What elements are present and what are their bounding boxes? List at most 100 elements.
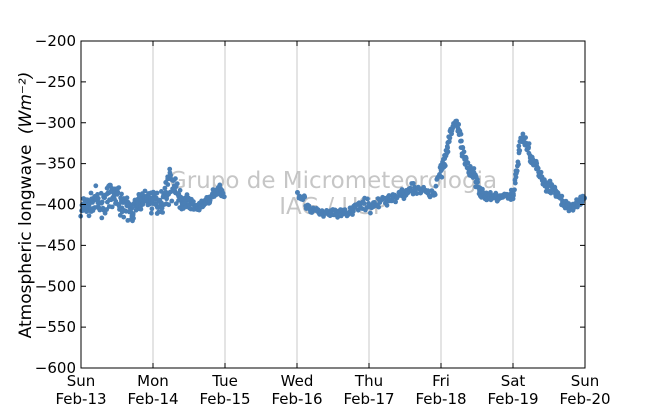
data-point <box>516 161 521 167</box>
data-point <box>351 208 356 214</box>
y-tick-label: −350 <box>35 155 76 173</box>
x-tick-label-date: Feb-18 <box>415 390 466 408</box>
data-point <box>432 192 438 198</box>
data-point <box>447 135 453 141</box>
x-axis-ticks: SunFeb-13MonFeb-14TueFeb-15WedFeb-16ThuF… <box>55 41 611 408</box>
data-point <box>461 149 467 155</box>
data-point <box>535 166 541 171</box>
data-point <box>95 192 100 197</box>
data-point <box>526 144 531 150</box>
data-point <box>335 214 340 220</box>
data-point <box>538 169 544 175</box>
data-point <box>516 143 522 149</box>
data-point <box>511 191 516 197</box>
data-point <box>109 204 115 210</box>
y-tick-label: −250 <box>35 73 76 91</box>
data-point <box>365 196 370 202</box>
data-point <box>142 188 148 194</box>
data-point <box>517 148 523 154</box>
data-point <box>458 131 464 137</box>
x-tick-label-day: Sun <box>571 372 600 390</box>
data-point <box>164 196 170 202</box>
x-tick-label-date: Feb-17 <box>343 390 394 408</box>
data-point <box>459 138 464 144</box>
data-point <box>460 145 466 150</box>
x-tick-label-date: Feb-15 <box>199 390 250 408</box>
y-axis-title-unit: (Wm⁻²) <box>16 72 36 134</box>
data-point <box>98 190 104 196</box>
data-point <box>166 202 172 208</box>
x-tick-label-date: Feb-14 <box>127 390 178 408</box>
data-point <box>174 181 180 187</box>
data-point <box>160 210 166 215</box>
y-tick-label: −300 <box>35 114 76 132</box>
data-point <box>221 194 227 200</box>
data-point <box>526 141 532 147</box>
y-tick-label: −200 <box>35 32 76 50</box>
y-axis-ticks: −200 −250 −300 −350 −400 −450 −500 −550 −600 <box>35 32 585 377</box>
x-tick-label-date: Feb-19 <box>487 390 538 408</box>
data-point <box>306 203 312 209</box>
data-point <box>433 183 439 189</box>
data-point <box>138 206 144 212</box>
x-tick-label-day: Thu <box>354 372 383 390</box>
data-point <box>445 149 451 155</box>
y-tick-label: −600 <box>35 359 76 377</box>
data-point <box>523 135 528 141</box>
data-point <box>467 164 473 169</box>
data-point <box>512 180 518 186</box>
data-point <box>456 122 461 127</box>
data-point <box>393 199 398 205</box>
data-point <box>386 193 392 198</box>
data-point <box>149 206 155 212</box>
data-point <box>581 196 587 202</box>
data-point <box>384 202 390 208</box>
data-point <box>361 201 367 206</box>
y-tick-label: −550 <box>35 318 76 336</box>
data-point <box>130 211 136 217</box>
data-point <box>445 145 450 151</box>
data-point <box>169 198 175 204</box>
data-point <box>471 166 477 171</box>
x-tick-label-day: Fri <box>432 372 450 390</box>
data-point <box>463 156 469 162</box>
x-tick-label-date: Feb-20 <box>559 390 610 408</box>
data-point <box>173 176 178 182</box>
x-tick-label-date: Feb-16 <box>271 390 322 408</box>
data-point <box>99 199 105 205</box>
data-point <box>99 215 105 221</box>
data-point <box>131 215 136 221</box>
data-points <box>78 118 587 224</box>
x-tick-label-day: Wed <box>281 372 314 390</box>
y-axis-title-text: Atmospheric longwave <box>16 144 36 338</box>
data-point <box>512 187 517 193</box>
data-point <box>167 166 173 172</box>
data-point <box>442 163 448 169</box>
grid-lines <box>152 41 514 368</box>
data-point <box>168 172 174 178</box>
y-tick-label: −500 <box>35 277 76 295</box>
data-point <box>95 196 101 201</box>
data-point <box>513 174 519 180</box>
data-point <box>411 181 416 186</box>
data-point <box>162 185 168 191</box>
x-tick-label-day: Sun <box>67 372 96 390</box>
data-point <box>177 187 183 193</box>
data-point <box>115 189 121 195</box>
y-axis-title: Atmospheric longwave (Wm⁻²) <box>16 72 36 339</box>
data-point <box>439 174 445 180</box>
x-tick-label-date: Feb-13 <box>55 390 106 408</box>
data-point <box>93 183 99 189</box>
data-point <box>149 210 154 216</box>
x-tick-label-day: Sat <box>501 372 526 390</box>
data-point <box>514 168 520 174</box>
data-point <box>559 193 565 199</box>
data-point <box>121 214 127 220</box>
data-point <box>86 213 92 219</box>
data-point <box>414 191 420 197</box>
data-point <box>295 190 300 195</box>
data-point <box>129 205 135 211</box>
data-point <box>88 190 94 196</box>
data-point <box>376 204 382 210</box>
